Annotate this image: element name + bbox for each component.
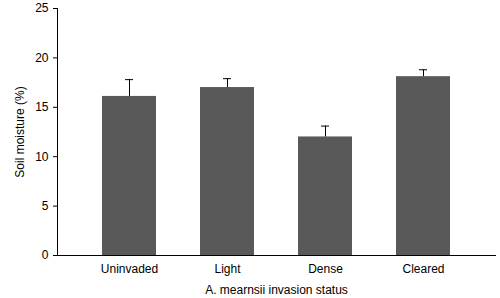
- svg-text:15: 15: [35, 100, 49, 114]
- svg-text:A. mearnsii invasion status: A. mearnsii invasion status: [205, 283, 348, 297]
- svg-text:25: 25: [35, 1, 49, 15]
- svg-text:5: 5: [42, 199, 49, 213]
- svg-text:10: 10: [35, 150, 49, 164]
- svg-text:Soil moisture (%): Soil moisture (%): [13, 86, 27, 177]
- svg-text:Light: Light: [214, 262, 241, 276]
- svg-text:Uninvaded: Uninvaded: [101, 262, 158, 276]
- svg-text:Cleared: Cleared: [402, 262, 444, 276]
- svg-text:Dense: Dense: [308, 262, 343, 276]
- svg-text:0: 0: [42, 248, 49, 262]
- svg-text:20: 20: [35, 51, 49, 65]
